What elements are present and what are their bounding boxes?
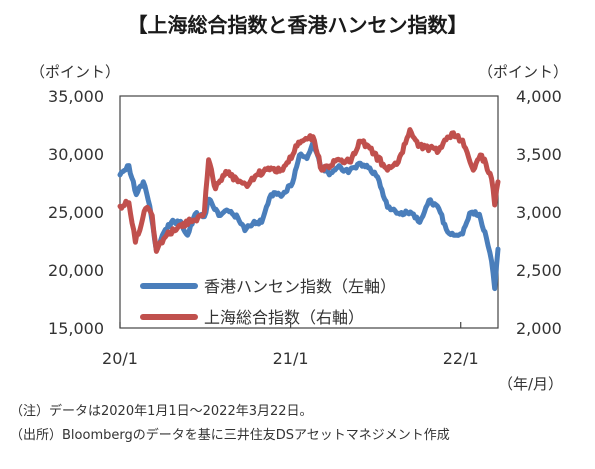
right-tick-label: 3,500 [516,145,562,164]
right-tick-label: 3,000 [516,203,562,222]
legend: 香港ハンセン指数（左軸） 上海総合指数（右軸） [140,277,396,327]
legend-label-hangseng: 香港ハンセン指数（左軸） [204,277,396,296]
chart-title: 【上海総合指数と香港ハンセン指数】 [127,13,468,37]
right-tick-label: 2,500 [516,261,562,280]
footnote-source: （出所）Bloombergのデータを基に三井住友DSアセットマネジメント作成 [10,428,450,443]
plot-frame [119,95,499,329]
x-tick-label: 22/1 [443,349,479,368]
x-tick-label: 21/1 [273,349,309,368]
left-tick-label: 30,000 [48,145,104,164]
series-layer [117,127,501,292]
right-axis-unit-label: （ポイント） [478,63,568,81]
left-tick-label: 20,000 [48,261,104,280]
right-tick-label: 4,000 [516,87,562,106]
series-line-hangseng [117,139,501,292]
x-axis-unit-label: （年/月） [498,375,563,393]
left-tick-label: 35,000 [48,87,104,106]
right-axis-ticks: 2,000 2,500 3,000 3,500 4,000 [516,87,562,338]
left-tick-label: 15,000 [48,319,104,338]
right-tick-label: 2,000 [516,319,562,338]
footnote-period: （注）データは2020年1月1日～2022年3月22日。 [10,404,313,419]
left-axis-ticks: 15,000 20,000 25,000 30,000 35,000 [48,87,104,338]
series-line-shanghai [117,127,501,254]
left-axis-unit-label: （ポイント） [30,63,120,81]
x-axis-ticks: 20/1 21/1 22/1 [102,322,479,368]
left-tick-label: 25,000 [48,203,104,222]
legend-label-shanghai: 上海総合指数（右軸） [204,308,364,327]
x-tick-label: 20/1 [102,349,138,368]
